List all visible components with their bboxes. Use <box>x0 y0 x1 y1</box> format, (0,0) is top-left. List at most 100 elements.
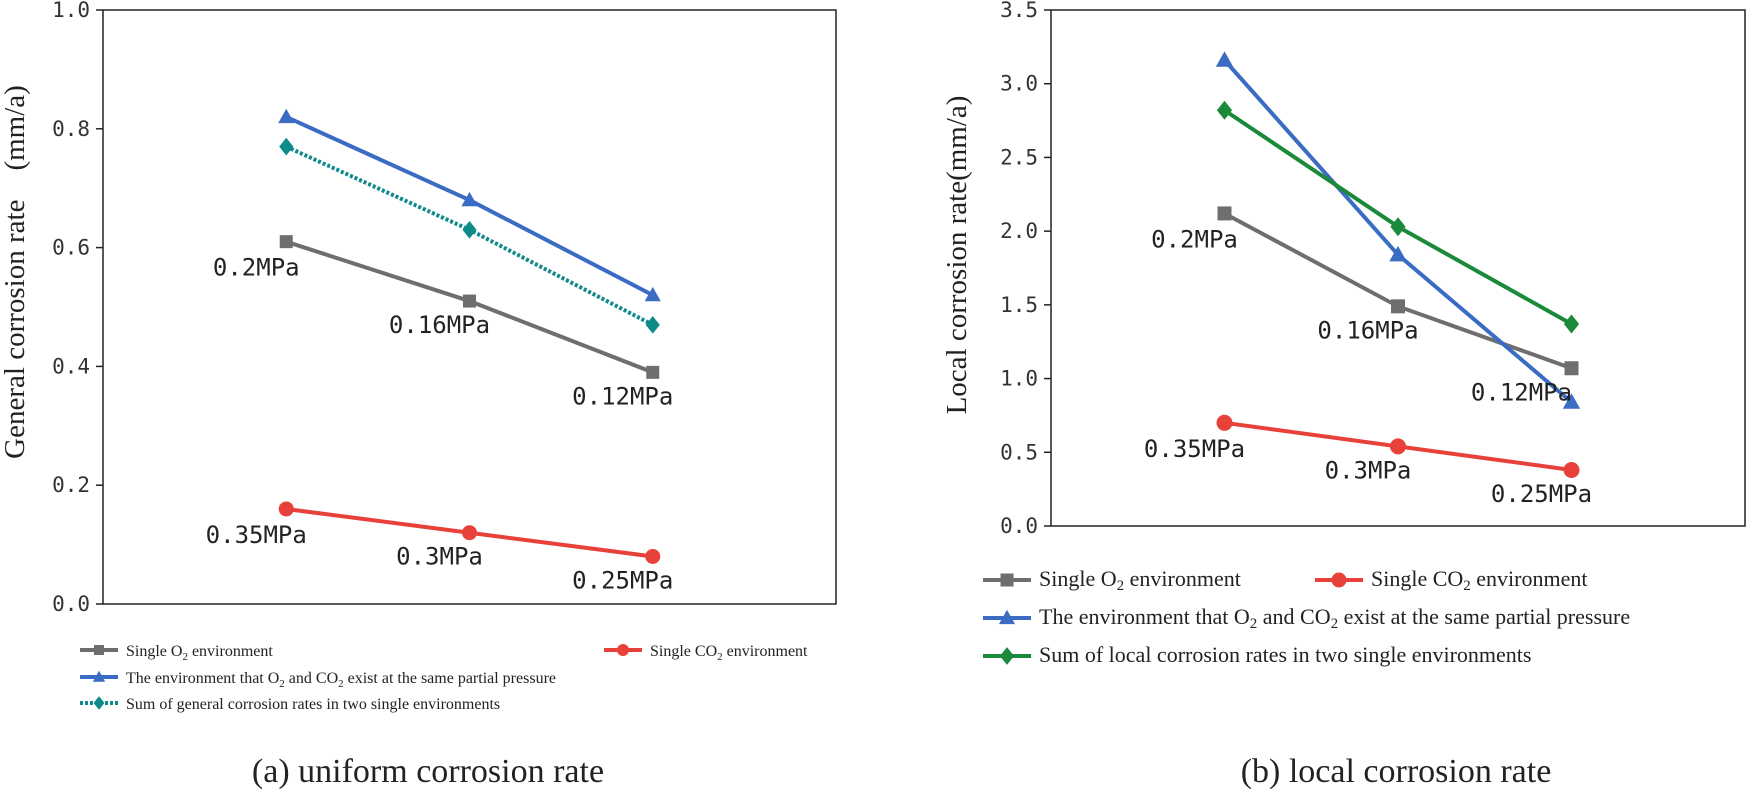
series-o2 <box>1217 206 1579 376</box>
y-tick-label: 0.4 <box>52 354 90 378</box>
y-tick-label: 0.0 <box>1000 514 1038 538</box>
data-point-mix-2 <box>461 191 478 207</box>
series-sum <box>1216 100 1580 334</box>
chart-a-y-ticks: 0.0 0.2 0.4 0.6 0.8 1.0 <box>52 0 103 616</box>
legend-marker-diamond <box>93 696 105 710</box>
data-label-co2-3: 0.25MPa <box>572 566 673 594</box>
chart-a-y-axis-label: General corrosion rate (mm/a) <box>0 85 31 459</box>
legend-item-sum: Sum of local corrosion rates in two sing… <box>983 642 1531 667</box>
data-point-o2-1 <box>1217 206 1232 221</box>
chart-b-y-axis-label: Local corrosion rate(mm/a) <box>941 96 973 415</box>
chart-b-frame <box>1050 9 1746 527</box>
chart-panel-a: 0.00.20.40.60.81.0 0.2MPa0.16MPa0.12MPa0… <box>0 0 837 789</box>
data-label-o2-2: 0.16MPa <box>1317 316 1418 344</box>
chart-b-series <box>1215 51 1581 478</box>
legend-marker-circle <box>617 644 629 656</box>
legend-label: Single O2 environment <box>126 643 273 663</box>
legend-item-co2: Single CO2 environment <box>604 643 808 663</box>
legend-label: Sum of local corrosion rates in two sing… <box>1039 642 1531 667</box>
legend-item-mix: The environment that O2 and CO2 exist at… <box>983 604 1630 632</box>
chart-a-series <box>278 108 661 564</box>
y-tick-label: 2.0 <box>1000 219 1038 243</box>
data-label-o2-2: 0.16MPa <box>389 311 490 339</box>
series-o2 <box>279 235 660 379</box>
data-point-co2-3 <box>645 548 661 564</box>
legend-label: Single CO2 environment <box>650 643 808 663</box>
data-point-co2-2 <box>1390 438 1406 455</box>
y-tick-label: 3.5 <box>1000 0 1038 22</box>
legend-item-o2: Single O2 environment <box>983 566 1241 594</box>
legend-marker-triangle <box>998 609 1016 625</box>
chart-a-point-labels: 0.2MPa 0.16MPa 0.12MPa 0.35MPa 0.3MPa 0.25MPa <box>206 254 674 595</box>
chart-b-caption: (b) local corrosion rate <box>1241 753 1552 789</box>
y-tick-label: 3.0 <box>1000 72 1038 96</box>
series-co2 <box>1216 414 1580 478</box>
y-tick-label: 1.0 <box>52 0 90 22</box>
legend-label: Sum of general corrosion rates in two si… <box>126 696 500 713</box>
y-tick-label: 0.0 <box>52 592 90 616</box>
data-label-o2-1: 0.2MPa <box>213 254 300 282</box>
y-tick-label: 0.2 <box>52 473 90 497</box>
y-tick-label: 2.5 <box>1000 145 1038 169</box>
legend-marker-square <box>1000 573 1014 587</box>
data-point-co2-2 <box>462 525 477 541</box>
data-point-o2-3 <box>1564 361 1579 376</box>
data-point-mix-2 <box>1389 245 1407 262</box>
data-label-o2-3: 0.12MPa <box>1471 378 1572 406</box>
legend-label: The environment that O2 and CO2 exist at… <box>126 670 556 690</box>
data-point-o2-3 <box>646 365 660 379</box>
series-mix <box>278 108 661 302</box>
data-label-co2-1: 0.35MPa <box>1144 435 1245 463</box>
y-tick-label: 0.8 <box>52 117 90 141</box>
data-label-co2-2: 0.3MPa <box>1325 456 1412 484</box>
legend-label: Single O2 environment <box>1039 566 1241 594</box>
data-point-sum-1 <box>1216 100 1233 120</box>
chart-b-y-ticks: 0.0 0.5 1.0 1.5 2.0 2.5 3.0 3.5 <box>1000 0 1051 538</box>
y-tick-label: 0.6 <box>52 236 90 260</box>
y-tick-label: 1.5 <box>1000 293 1038 317</box>
series-co2 <box>278 501 661 564</box>
data-point-co2-1 <box>278 501 294 517</box>
chart-panel-b: 0.00.51.01.52.02.53.03.5 0.2MPa0.16MPa0.… <box>941 0 1746 789</box>
data-point-o2-1 <box>279 235 293 249</box>
data-point-co2-1 <box>1216 414 1233 431</box>
data-point-mix-3 <box>644 286 661 302</box>
data-label-co2-3: 0.25MPa <box>1491 480 1592 508</box>
legend-marker-triangle <box>92 670 106 682</box>
data-label-co2-1: 0.35MPa <box>206 521 307 549</box>
chart-b-legend: Single O2 environment Single CO2 environm… <box>983 566 1630 667</box>
series-line-sum <box>1223 108 1573 326</box>
legend-label: Single CO2 environment <box>1371 566 1588 594</box>
data-point-mix-1 <box>278 108 295 124</box>
data-point-mix-1 <box>1215 51 1234 67</box>
legend-marker-diamond <box>999 647 1015 665</box>
chart-b-point-labels: 0.2MPa 0.16MPa 0.12MPa 0.35MPa 0.3MPa 0.25MPa <box>1144 225 1592 508</box>
series-sum <box>279 137 660 334</box>
data-label-o2-1: 0.2MPa <box>1151 225 1238 253</box>
chart-a-caption: (a) uniform corrosion rate <box>252 753 604 789</box>
data-point-sum-2 <box>1390 217 1406 237</box>
data-point-sum-2 <box>462 220 477 239</box>
legend-item-co2: Single CO2 environment <box>1315 566 1588 594</box>
series-mix <box>1215 51 1581 409</box>
data-point-mix-3 <box>1562 393 1581 409</box>
data-label-o2-3: 0.12MPa <box>572 382 673 410</box>
legend-item-o2: Single O2 environment <box>80 643 273 663</box>
data-point-sum-3 <box>1563 314 1580 334</box>
series-line-o2 <box>1223 211 1573 371</box>
legend-item-mix: The environment that O2 and CO2 exist at… <box>80 670 556 690</box>
legend-marker-circle <box>1331 572 1347 588</box>
legend-marker-square <box>94 645 104 655</box>
data-point-co2-3 <box>1563 461 1580 478</box>
data-point-sum-1 <box>279 137 294 156</box>
y-tick-label: 0.5 <box>1000 440 1038 464</box>
chart-a-frame <box>102 9 837 605</box>
legend-label: The environment that O2 and CO2 exist at… <box>1039 604 1630 632</box>
data-point-sum-3 <box>645 315 660 334</box>
chart-a-legend: Single O2 environment Single CO2 environm… <box>80 643 808 713</box>
data-point-o2-2 <box>463 294 476 308</box>
legend-item-sum: Sum of general corrosion rates in two si… <box>80 696 500 713</box>
data-label-co2-2: 0.3MPa <box>396 543 483 571</box>
y-tick-label: 1.0 <box>1000 367 1038 391</box>
